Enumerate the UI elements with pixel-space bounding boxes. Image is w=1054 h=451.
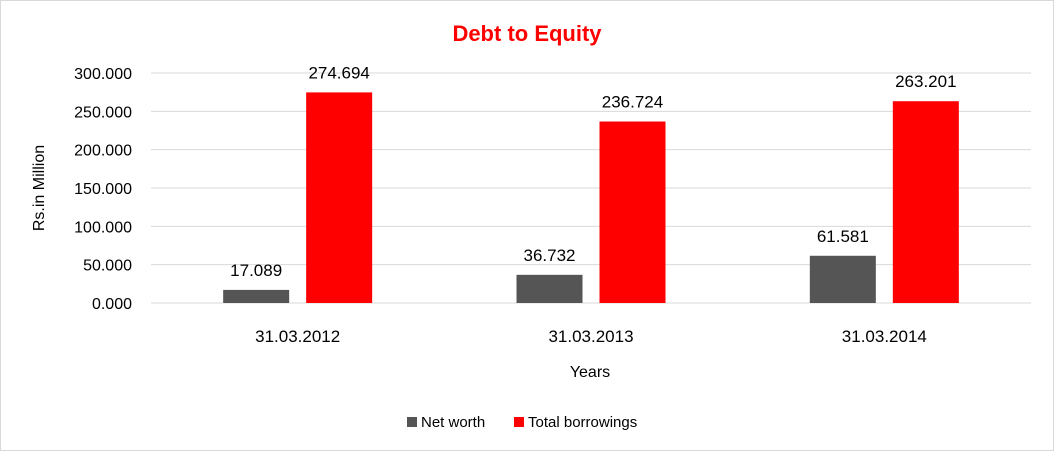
bar-net-worth — [516, 274, 583, 303]
chart-title: Debt to Equity — [452, 21, 602, 46]
y-tick-label: 0.000 — [92, 296, 132, 313]
data-label: 236.724 — [602, 93, 663, 112]
data-label: 263.201 — [895, 72, 956, 91]
bar-total-borrowings — [892, 101, 959, 303]
data-label: 61.581 — [817, 227, 869, 246]
y-tick-label: 300.000 — [74, 66, 132, 83]
legend-swatch — [514, 417, 524, 427]
data-label: 36.732 — [524, 246, 576, 265]
bars — [223, 92, 959, 303]
data-label: 274.694 — [308, 63, 369, 82]
data-label: 17.089 — [230, 261, 282, 280]
y-tick-label: 200.000 — [74, 143, 132, 160]
grid-lines — [151, 72, 1031, 304]
data-labels: 17.089 274.694 36.732 236.724 61.581 263.201 — [230, 63, 956, 279]
legend-label: Net worth — [421, 414, 485, 431]
bar-net-worth — [809, 255, 876, 303]
bar-net-worth — [223, 289, 290, 303]
x-tick-label: 31.03.2012 — [255, 327, 340, 346]
x-tick-label: 31.03.2014 — [842, 327, 927, 346]
y-tick-label: 250.000 — [74, 104, 132, 121]
legend-swatch — [407, 417, 417, 427]
y-tick-label: 100.000 — [74, 219, 132, 236]
x-axis-ticks: 31.03.2012 31.03.2013 31.03.2014 — [255, 327, 927, 346]
bar-total-borrowings — [599, 121, 666, 303]
y-axis-title: Rs.in Million — [31, 145, 48, 231]
x-tick-label: 31.03.2013 — [548, 327, 633, 346]
y-tick-label: 50.000 — [83, 258, 132, 275]
legend: Net worth Total borrowings — [407, 414, 637, 431]
legend-label: Total borrowings — [528, 414, 637, 431]
x-axis-title: Years — [570, 364, 610, 381]
y-axis-ticks: 0.000 50.000 100.000 150.000 200.000 250.000 3… — [74, 66, 132, 313]
y-tick-label: 150.000 — [74, 181, 132, 198]
bar-total-borrowings — [306, 92, 373, 303]
